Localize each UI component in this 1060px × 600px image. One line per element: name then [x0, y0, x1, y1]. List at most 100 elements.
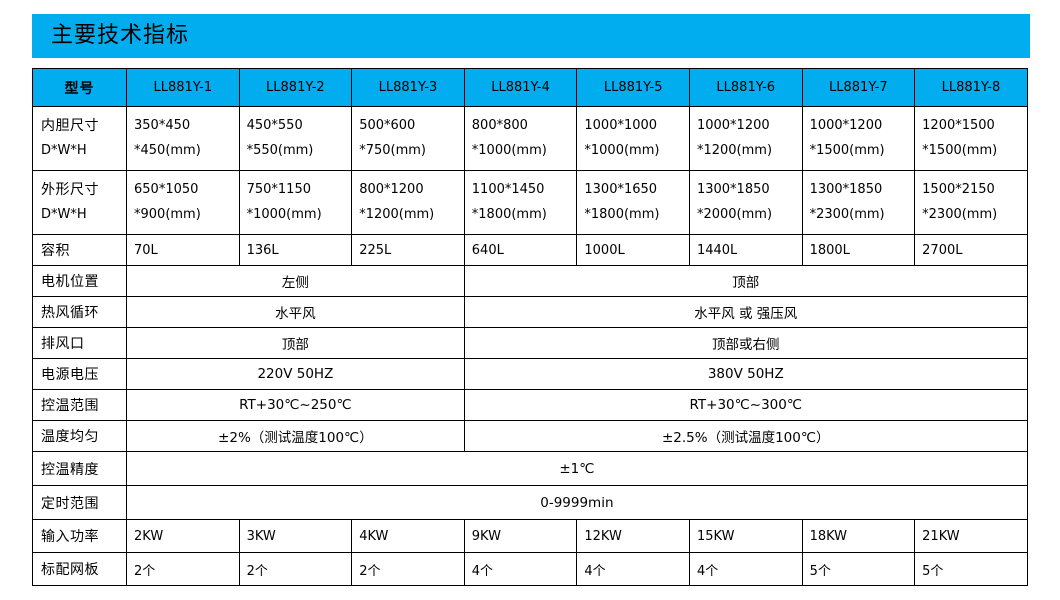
cell-volume-8: 2700L	[914, 234, 1028, 266]
table-row-standard-trays: 标配网板 2个 2个 2个 4个 4个 4个 5个 5个	[32, 552, 1028, 586]
cell-text-line2: *550(mm)	[246, 142, 314, 158]
cell-temp-range-left: RT+30℃~250℃	[126, 389, 465, 421]
cell-text-line2: *450(mm)	[134, 142, 201, 158]
row-label-motor-position: 电机位置	[32, 265, 127, 297]
cell-inner-size-3: 500*600 *750(mm)	[351, 106, 465, 171]
column-header-model-3: LL881Y-3	[351, 68, 465, 107]
page-title: 主要技术指标	[51, 23, 190, 48]
cell-inner-size-2: 450*550 *550(mm)	[238, 106, 353, 171]
cell-outer-size-3: 800*1200 *1200(mm)	[351, 170, 465, 235]
cell-text-line2: *1000(mm)	[471, 142, 547, 158]
row-label-outer-size-sub: D*W*H	[41, 207, 87, 223]
cell-standard-trays-8: 5个	[914, 552, 1028, 586]
cell-power-supply-right: 380V 50HZ	[463, 358, 1028, 390]
cell-text-line2: *2000(mm)	[696, 206, 773, 222]
table-row-volume: 容积 70L 136L 225L 640L 1000L 1440L 1800L …	[32, 234, 1028, 266]
table-body: 内胆尺寸 D*W*H 350*450 *450(mm) 450*550 *550…	[32, 106, 1028, 586]
table-row-inner-size: 内胆尺寸 D*W*H 350*450 *450(mm) 450*550 *550…	[32, 106, 1028, 171]
cell-text-line2: *2300(mm)	[809, 206, 885, 222]
cell-text-line2: *1000(mm)	[584, 142, 660, 158]
row-label-timer-range: 定时范围	[32, 485, 127, 520]
cell-text-line1: 1100*1450	[471, 182, 545, 198]
row-label-volume: 容积	[32, 234, 127, 266]
cell-input-power-1: 2KW	[126, 519, 240, 553]
cell-input-power-2: 3KW	[238, 519, 353, 553]
cell-input-power-5: 12KW	[576, 519, 690, 553]
cell-text-line1: 1300*1850	[809, 182, 883, 198]
cell-inner-size-5: 1000*1000 *1000(mm)	[576, 106, 690, 171]
cell-text-line2: *750(mm)	[359, 142, 426, 158]
row-label-hot-air-circulation: 热风循环	[32, 296, 127, 328]
cell-text-line2: *1500(mm)	[809, 142, 885, 158]
cell-outer-size-2: 750*1150 *1000(mm)	[238, 170, 353, 235]
cell-inner-size-4: 800*800 *1000(mm)	[463, 106, 578, 171]
cell-motor-position-right: 顶部	[463, 265, 1028, 297]
table-row-temp-accuracy: 控温精度 ±1℃	[32, 451, 1028, 486]
cell-temp-uniformity-left: ±2%（测试温度100℃）	[126, 420, 465, 452]
table-row-temp-uniformity: 温度均匀 ±2%（测试温度100℃） ±2.5%（测试温度100℃）	[32, 420, 1028, 452]
table-row-hot-air-circulation: 热风循环 水平风 水平风 或 强压风	[32, 296, 1028, 328]
cell-volume-2: 136L	[238, 234, 353, 266]
cell-outer-size-7: 1300*1850 *2300(mm)	[801, 170, 916, 235]
cell-text-line2: *1200(mm)	[359, 206, 435, 222]
cell-outer-size-1: 650*1050 *900(mm)	[126, 170, 240, 235]
page-title-bar: 主要技术指标	[32, 14, 1030, 58]
cell-temp-range-right: RT+30℃~300℃	[463, 389, 1028, 421]
cell-standard-trays-7: 5个	[801, 552, 916, 586]
cell-text-line1: 500*600	[359, 118, 416, 134]
column-header-model-8: LL881Y-8	[914, 68, 1028, 107]
row-label-temp-accuracy: 控温精度	[32, 451, 127, 486]
technical-specifications-table: 型号 LL881Y-1 LL881Y-2 LL881Y-3 LL881Y-4 L…	[32, 68, 1028, 586]
cell-temp-uniformity-right: ±2.5%（测试温度100℃）	[463, 420, 1028, 452]
table-row-motor-position: 电机位置 左侧 顶部	[32, 265, 1028, 297]
cell-standard-trays-5: 4个	[576, 552, 690, 586]
table-row-timer-range: 定时范围 0-9999min	[32, 485, 1028, 520]
cell-power-supply-left: 220V 50HZ	[126, 358, 465, 390]
table-row-power-supply: 电源电压 220V 50HZ 380V 50HZ	[32, 358, 1028, 390]
cell-text-line2: *900(mm)	[134, 206, 201, 222]
cell-text-line1: 800*1200	[359, 182, 424, 198]
row-label-inner-size: 内胆尺寸 D*W*H	[32, 106, 127, 171]
cell-text-line1: 350*450	[134, 118, 191, 134]
column-header-model: 型号	[32, 68, 127, 107]
cell-standard-trays-4: 4个	[463, 552, 578, 586]
table-row-exhaust-port: 排风口 顶部 顶部或右侧	[32, 327, 1028, 359]
table-row-temp-range: 控温范围 RT+30℃~250℃ RT+30℃~300℃	[32, 389, 1028, 421]
cell-text-line1: 1000*1200	[696, 118, 770, 134]
cell-inner-size-7: 1000*1200 *1500(mm)	[801, 106, 916, 171]
cell-text-line1: 1300*1850	[696, 182, 770, 198]
row-label-exhaust-port: 排风口	[32, 327, 127, 359]
cell-outer-size-6: 1300*1850 *2000(mm)	[688, 170, 803, 235]
cell-inner-size-6: 1000*1200 *1200(mm)	[688, 106, 803, 171]
cell-input-power-8: 21KW	[914, 519, 1028, 553]
row-label-temp-range: 控温范围	[32, 389, 127, 421]
cell-outer-size-4: 1100*1450 *1800(mm)	[463, 170, 578, 235]
cell-volume-3: 225L	[351, 234, 465, 266]
cell-input-power-4: 9KW	[463, 519, 578, 553]
row-label-outer-size-main: 外形尺寸	[41, 181, 99, 198]
cell-text-line1: 1000*1200	[809, 118, 883, 134]
cell-exhaust-port-left: 顶部	[126, 327, 465, 359]
cell-text-line1: 450*550	[246, 118, 303, 134]
column-header-model-1: LL881Y-1	[126, 68, 240, 107]
table-row-outer-size: 外形尺寸 D*W*H 650*1050 *900(mm) 750*1150 *1…	[32, 170, 1028, 235]
cell-text-line2: *1200(mm)	[696, 142, 773, 158]
cell-outer-size-5: 1300*1650 *1800(mm)	[576, 170, 690, 235]
cell-motor-position-left: 左侧	[126, 265, 465, 297]
column-header-model-4: LL881Y-4	[463, 68, 578, 107]
row-label-power-supply: 电源电压	[32, 358, 127, 390]
cell-temp-accuracy-full: ±1℃	[126, 451, 1028, 486]
cell-volume-5: 1000L	[576, 234, 690, 266]
cell-text-line2: *1800(mm)	[584, 206, 660, 222]
cell-inner-size-8: 1200*1500 *1500(mm)	[914, 106, 1028, 171]
cell-standard-trays-6: 4个	[688, 552, 803, 586]
cell-text-line2: *1800(mm)	[471, 206, 547, 222]
cell-inner-size-1: 350*450 *450(mm)	[126, 106, 240, 171]
cell-input-power-7: 18KW	[801, 519, 916, 553]
cell-timer-range-full: 0-9999min	[126, 485, 1028, 520]
cell-text-line1: 650*1050	[134, 182, 199, 198]
column-header-model-5: LL881Y-5	[576, 68, 690, 107]
cell-exhaust-port-right: 顶部或右侧	[463, 327, 1028, 359]
column-header-model-2: LL881Y-2	[238, 68, 353, 107]
